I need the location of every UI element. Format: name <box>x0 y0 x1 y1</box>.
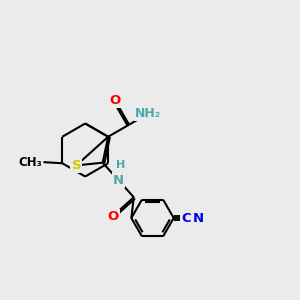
Text: NH₂: NH₂ <box>135 107 161 120</box>
Text: O: O <box>110 94 121 107</box>
Text: N: N <box>193 212 204 224</box>
Text: C: C <box>181 212 191 224</box>
Text: CH₃: CH₃ <box>18 156 42 169</box>
Text: S: S <box>71 159 81 172</box>
Text: N: N <box>113 174 124 187</box>
Text: H: H <box>116 160 125 170</box>
Text: O: O <box>107 210 118 223</box>
